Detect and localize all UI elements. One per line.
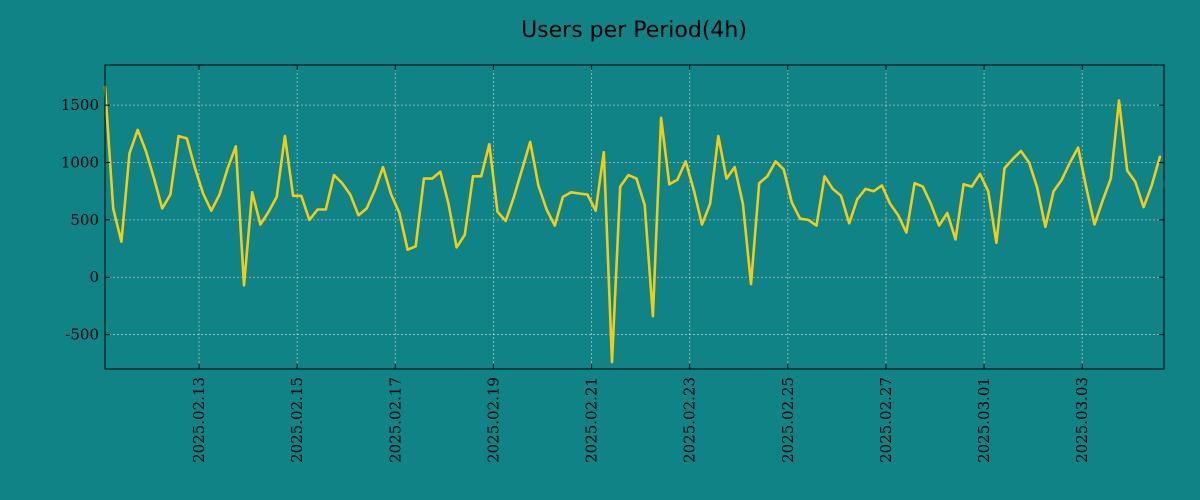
x-tick-label: 2025.02.19	[484, 377, 502, 463]
x-tick-label: 2025.02.21	[583, 377, 601, 463]
y-tick-label: -500	[65, 326, 99, 344]
x-tick-label: 2025.02.15	[288, 377, 306, 463]
x-tick-label: 2025.03.03	[1073, 377, 1091, 463]
plot-frame	[104, 64, 1165, 370]
series-line-users	[103, 85, 1162, 364]
x-tick-label: 2025.02.13	[190, 377, 208, 463]
y-tick-label: 500	[70, 211, 99, 229]
x-tick-label: 2025.02.17	[386, 377, 404, 463]
y-tick-label: 0	[89, 268, 99, 286]
x-tick-label: 2025.02.25	[779, 377, 797, 463]
y-tick-label: 1500	[61, 96, 99, 114]
chart-title: Users per Period(4h)	[521, 18, 747, 43]
y-tick-label: 1000	[61, 154, 99, 172]
x-tick-label: 2025.03.01	[975, 377, 993, 463]
x-tick-label: 2025.02.23	[681, 377, 699, 463]
x-tick-label: 2025.02.27	[877, 377, 895, 463]
